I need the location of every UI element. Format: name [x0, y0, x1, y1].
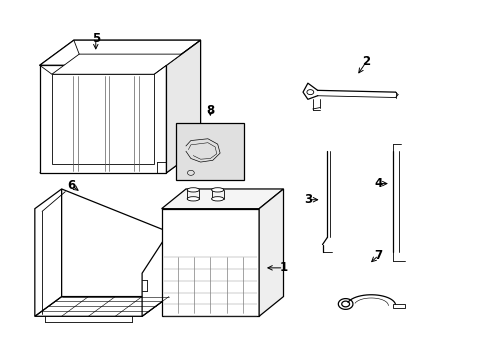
Polygon shape: [40, 148, 200, 173]
Text: 6: 6: [67, 179, 75, 192]
Ellipse shape: [211, 188, 224, 192]
Polygon shape: [40, 40, 200, 65]
Circle shape: [187, 170, 194, 175]
Polygon shape: [259, 189, 283, 316]
Text: 2: 2: [362, 55, 370, 68]
Polygon shape: [40, 40, 200, 173]
Text: 3: 3: [303, 193, 311, 206]
Polygon shape: [52, 54, 181, 74]
Text: 5: 5: [91, 32, 100, 45]
Text: 4: 4: [374, 177, 382, 190]
Text: 8: 8: [206, 104, 214, 117]
Ellipse shape: [187, 197, 199, 201]
Polygon shape: [35, 297, 168, 316]
Polygon shape: [161, 209, 259, 316]
Polygon shape: [142, 232, 168, 316]
Polygon shape: [52, 74, 154, 164]
Ellipse shape: [187, 188, 199, 192]
Bar: [392, 304, 405, 309]
Bar: [176, 123, 244, 180]
Ellipse shape: [211, 197, 224, 201]
Polygon shape: [61, 189, 168, 297]
Polygon shape: [35, 189, 61, 316]
Circle shape: [306, 90, 313, 95]
Polygon shape: [166, 40, 200, 173]
Polygon shape: [40, 65, 166, 173]
Text: 1: 1: [279, 261, 287, 274]
Polygon shape: [161, 189, 283, 209]
Text: 7: 7: [374, 249, 382, 262]
